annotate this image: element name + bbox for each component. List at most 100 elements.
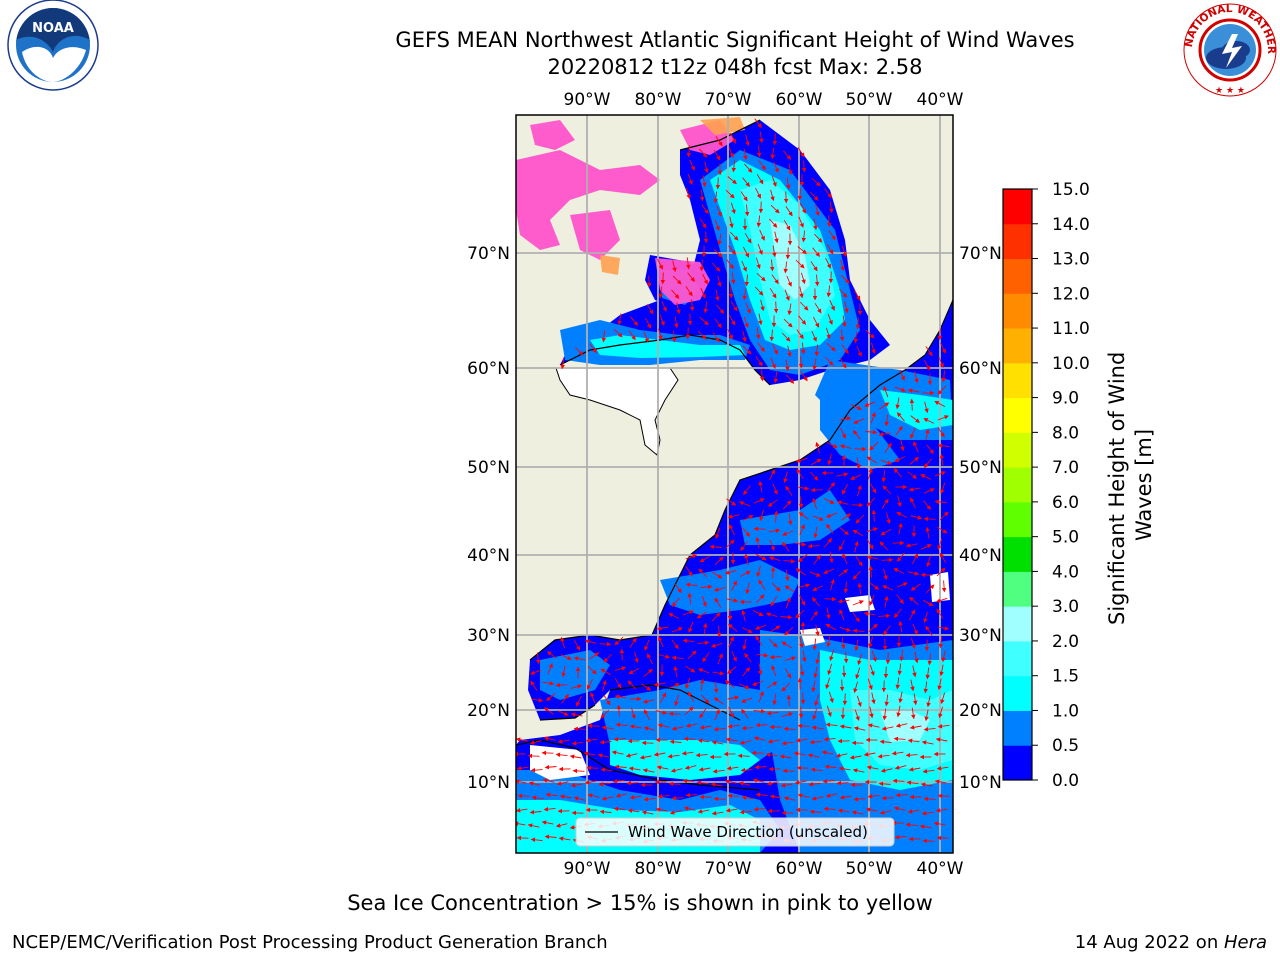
wind-wave-arrow bbox=[527, 823, 540, 828]
wind-wave-arrow bbox=[753, 736, 766, 741]
colorbar-tick-label: 2.0 bbox=[1052, 632, 1079, 652]
wind-wave-arrow bbox=[742, 288, 747, 301]
wind-wave-arrow bbox=[709, 544, 722, 550]
wind-wave-arrow bbox=[852, 600, 864, 606]
wind-wave-arrow bbox=[715, 177, 721, 190]
wind-wave-arrow bbox=[910, 427, 916, 439]
wind-wave-arrow bbox=[856, 695, 862, 708]
wind-wave-arrow bbox=[741, 795, 754, 800]
wind-wave-arrow bbox=[586, 678, 593, 690]
colorbar-tick-label: 13.0 bbox=[1052, 250, 1090, 270]
wind-wave-arrow bbox=[897, 663, 902, 676]
footer-credit: NCEP/EMC/Verification Post Processing Pr… bbox=[12, 932, 608, 953]
wind-wave-arrow bbox=[894, 386, 906, 392]
wind-wave-arrow bbox=[941, 580, 947, 593]
wind-wave-arrow bbox=[541, 820, 554, 825]
wind-wave-arrow bbox=[923, 611, 928, 624]
wind-wave-arrow bbox=[717, 275, 722, 288]
wind-wave-arrow bbox=[711, 740, 724, 745]
wind-wave-arrow bbox=[895, 723, 908, 728]
wind-wave-arrow bbox=[527, 753, 540, 759]
map-legend: Wind Wave Direction (unscaled) bbox=[575, 817, 895, 847]
legend-label: Wind Wave Direction (unscaled) bbox=[628, 823, 868, 841]
wind-wave-arrow bbox=[559, 794, 572, 799]
wind-wave-arrow bbox=[630, 316, 639, 326]
wind-wave-arrow bbox=[668, 781, 681, 787]
wind-wave-arrow bbox=[829, 201, 834, 214]
wind-wave-arrow bbox=[896, 582, 908, 588]
wind-wave-arrow bbox=[772, 133, 778, 146]
wind-wave-arrow bbox=[783, 558, 796, 564]
wind-wave-arrow bbox=[696, 611, 707, 619]
wind-wave-arrow bbox=[798, 315, 807, 325]
wind-wave-arrow bbox=[840, 274, 850, 284]
wind-wave-arrow bbox=[728, 524, 735, 536]
wind-wave-arrow bbox=[687, 691, 695, 703]
wind-wave-arrow bbox=[755, 792, 768, 798]
wind-wave-arrow bbox=[771, 274, 779, 285]
wind-wave-arrow bbox=[880, 459, 893, 465]
wind-wave-arrow bbox=[676, 302, 681, 315]
wind-wave-arrow bbox=[813, 316, 820, 328]
wind-wave-arrow bbox=[939, 552, 947, 563]
wind-wave-arrow bbox=[658, 636, 664, 648]
wind-wave-arrow bbox=[715, 136, 723, 147]
wind-wave-arrow bbox=[941, 370, 947, 383]
wind-wave-arrow bbox=[744, 233, 752, 244]
wind-wave-arrow bbox=[631, 707, 636, 720]
wind-wave-arrow bbox=[933, 821, 946, 826]
wind-wave-arrow bbox=[883, 385, 889, 398]
colorbar-tick-label: 10.0 bbox=[1052, 354, 1090, 374]
wind-wave-arrow bbox=[671, 289, 680, 299]
wind-wave-arrow bbox=[795, 738, 808, 743]
wind-wave-arrow bbox=[714, 318, 722, 329]
wind-wave-arrow bbox=[869, 441, 879, 451]
wind-wave-arrow bbox=[737, 753, 750, 759]
wind-wave-arrow bbox=[836, 500, 849, 505]
wind-wave-arrow bbox=[643, 796, 656, 802]
wind-wave-arrow bbox=[614, 636, 624, 646]
wind-wave-arrow bbox=[825, 623, 837, 631]
wind-wave-arrow bbox=[587, 793, 600, 798]
wind-wave-arrow bbox=[841, 483, 848, 495]
wind-wave-arrow bbox=[937, 793, 950, 799]
wind-wave-arrow bbox=[600, 709, 610, 719]
wind-wave-arrow bbox=[774, 231, 779, 244]
wind-wave-arrow bbox=[869, 706, 874, 719]
wind-wave-arrow bbox=[535, 652, 541, 665]
wind-wave-arrow bbox=[530, 680, 538, 691]
wind-wave-arrow bbox=[770, 625, 781, 633]
wind-wave-arrow bbox=[810, 261, 818, 272]
wind-wave-arrow bbox=[825, 257, 831, 269]
wind-wave-arrow bbox=[937, 415, 949, 421]
wind-wave-arrow bbox=[886, 512, 891, 525]
wind-wave-arrow bbox=[799, 594, 806, 606]
colorbar-tick-label: 0.5 bbox=[1052, 736, 1079, 756]
wind-wave-arrow bbox=[788, 163, 793, 176]
wind-wave-arrow bbox=[809, 471, 819, 481]
wind-wave-arrow bbox=[726, 498, 737, 506]
wind-wave-arrow bbox=[698, 568, 708, 578]
wind-wave-arrow bbox=[544, 764, 557, 770]
colorbar-segment bbox=[1003, 536, 1032, 572]
wind-wave-arrow bbox=[685, 665, 696, 673]
wind-wave-arrow bbox=[799, 286, 804, 299]
wind-wave-arrow bbox=[795, 457, 808, 463]
wind-wave-arrow bbox=[671, 795, 684, 801]
wind-wave-arrow bbox=[882, 585, 894, 591]
wind-wave-arrow bbox=[710, 782, 723, 787]
wind-wave-arrow bbox=[854, 709, 860, 722]
wind-wave-arrow bbox=[784, 656, 797, 662]
wind-wave-arrow bbox=[812, 585, 824, 591]
wind-wave-arrow bbox=[716, 304, 725, 314]
wind-wave-arrow bbox=[879, 541, 889, 551]
wind-wave-arrow bbox=[809, 809, 822, 815]
colorbar-tick-label: 6.0 bbox=[1052, 493, 1079, 513]
wind-wave-arrow bbox=[881, 557, 894, 563]
wind-wave-arrow bbox=[713, 726, 726, 732]
wind-wave-arrow bbox=[724, 779, 737, 784]
wind-wave-arrow bbox=[743, 246, 750, 258]
wind-wave-arrow bbox=[881, 726, 894, 731]
wind-wave-arrow bbox=[724, 570, 737, 575]
wind-wave-arrow bbox=[671, 330, 677, 343]
